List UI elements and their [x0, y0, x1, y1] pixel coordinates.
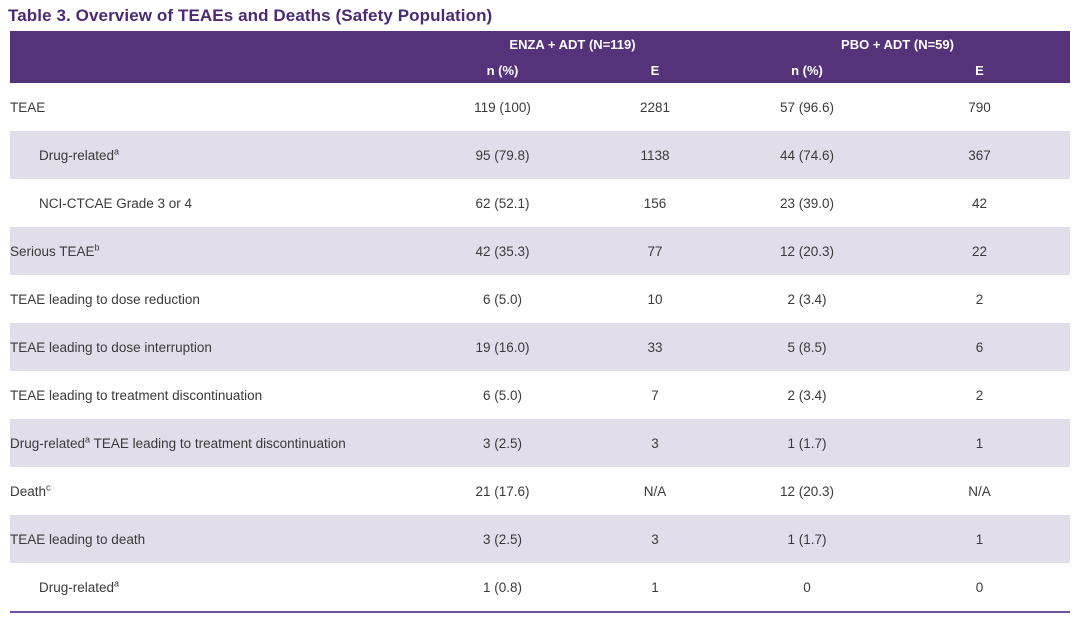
- sub-header-row: n (%) E n (%) E: [10, 58, 1070, 83]
- cell-pbo-e: 22: [889, 227, 1070, 275]
- cell-enza-e: 77: [585, 227, 725, 275]
- row-label-text: TEAE leading to death: [10, 531, 146, 547]
- row-label-text: Death: [10, 483, 47, 499]
- row-label: TEAE leading to death: [10, 515, 420, 563]
- row-label-footnote-marker: c: [46, 482, 51, 492]
- row-label-footnote-marker: a: [85, 434, 91, 444]
- subheader-enza-n-pct: n (%): [420, 58, 585, 83]
- cell-pbo-n-pct: 23 (39.0): [779, 195, 835, 211]
- row-label-text: TEAE: [10, 99, 46, 115]
- table-row: TEAE leading to dose interruption 19 (16…: [10, 323, 1070, 371]
- group-header-enza: ENZA + ADT (N=119): [420, 31, 725, 58]
- row-label: Serious TEAEb: [10, 227, 420, 275]
- cell-pbo-n-pct: 2 (3.4): [787, 291, 827, 307]
- subheader-enza-e: E: [585, 58, 725, 83]
- table-row: Deathc 21 (17.6) N/A 12 (20.3) N/A: [10, 467, 1070, 515]
- cell-enza-n-pct: 42 (35.3): [420, 227, 585, 275]
- cell-pbo-n-pct: 57 (96.6): [779, 99, 835, 115]
- table-row: NCI-CTCAE Grade 3 or 4 62 (52.1) 156 23 …: [10, 179, 1070, 227]
- cell-enza-n-pct: 19 (16.0): [420, 323, 585, 371]
- group-header-row: ENZA + ADT (N=119) PBO + ADT (N=59): [10, 31, 1070, 83]
- cell-enza-e: 10: [647, 291, 663, 307]
- cell-pbo-n-pct: 12 (20.3): [779, 483, 835, 499]
- cell-enza-e: 3: [585, 515, 725, 563]
- row-label: NCI-CTCAE Grade 3 or 4: [10, 179, 420, 227]
- row-label: Drug-relateda: [10, 131, 420, 179]
- cell-pbo-n-pct: 44 (74.6): [725, 131, 889, 179]
- cell-pbo-e: 6: [889, 323, 1070, 371]
- cell-pbo-n-pct: 5 (8.5): [725, 323, 889, 371]
- cell-enza-e: 3: [585, 419, 725, 467]
- row-label-text: Serious TEAE: [10, 243, 95, 259]
- row-label-footnote-marker: a: [114, 146, 120, 156]
- cell-enza-n-pct: 62 (52.1): [475, 195, 530, 211]
- row-label: TEAE leading to dose reduction: [10, 275, 420, 323]
- cell-pbo-n-pct: 12 (20.3): [725, 227, 889, 275]
- cell-enza-e: 7: [651, 387, 659, 403]
- row-label-text: Drug-related: [39, 147, 115, 163]
- cell-pbo-n-pct: 2 (3.4): [787, 387, 827, 403]
- row-label-text: Drug-related: [39, 579, 115, 595]
- subheader-pbo-e: E: [889, 58, 1070, 83]
- row-label-text: TEAE leading to dose reduction: [10, 291, 200, 307]
- table-row: TEAE 119 (100) 2281 57 (96.6) 790: [10, 83, 1070, 131]
- table-title: Table 3. Overview of TEAEs and Deaths (S…: [8, 6, 493, 25]
- cell-enza-n-pct: 6 (5.0): [482, 387, 523, 403]
- table-row: Drug-relateda TEAE leading to treatment …: [10, 419, 1070, 467]
- row-label-text: NCI-CTCAE Grade 3 or 4: [39, 195, 193, 211]
- cell-pbo-e: 2: [975, 291, 984, 307]
- cell-pbo-n-pct: 0: [725, 563, 889, 613]
- row-label: Drug-relateda TEAE leading to treatment …: [10, 419, 420, 467]
- row-label: Drug-relateda: [10, 563, 420, 613]
- cell-pbo-e: 2: [975, 387, 984, 403]
- row-label: Deathc: [10, 467, 420, 515]
- table-row: Serious TEAEb 42 (35.3) 77 12 (20.3) 22: [10, 227, 1070, 275]
- row-label-footnote-marker: b: [94, 242, 100, 252]
- table-header: ENZA + ADT (N=119) PBO + ADT (N=59) n (%…: [10, 31, 1070, 83]
- cell-enza-n-pct: 6 (5.0): [482, 291, 523, 307]
- table-row: Drug-relateda 95 (79.8) 1138 44 (74.6) 3…: [10, 131, 1070, 179]
- cell-pbo-n-pct: 1 (1.7): [725, 419, 889, 467]
- cell-enza-n-pct: 95 (79.8): [420, 131, 585, 179]
- row-label-footnote-marker: a: [114, 578, 120, 588]
- cell-pbo-e: 0: [889, 563, 1070, 613]
- cell-pbo-n-pct: 1 (1.7): [725, 515, 889, 563]
- cell-enza-e: 156: [643, 195, 667, 211]
- subheader-pbo-n-pct: n (%): [725, 58, 889, 83]
- cell-pbo-e: 367: [889, 131, 1070, 179]
- cell-pbo-e: 1: [889, 419, 1070, 467]
- label-column-header: [10, 31, 420, 83]
- cell-enza-n-pct: 21 (17.6): [475, 483, 530, 499]
- cell-pbo-e: 1: [889, 515, 1070, 563]
- cell-enza-e: 1138: [585, 131, 725, 179]
- row-label: TEAE: [10, 83, 420, 131]
- row-label: TEAE leading to treatment discontinuatio…: [10, 371, 420, 419]
- cell-enza-e: 33: [585, 323, 725, 371]
- row-label-text: TEAE leading to treatment discontinuatio…: [10, 387, 263, 403]
- cell-enza-n-pct: 3 (2.5): [420, 419, 585, 467]
- cell-enza-e: N/A: [643, 483, 667, 499]
- table-row: Drug-relateda 1 (0.8) 1 0 0: [10, 563, 1070, 613]
- table-row: TEAE leading to treatment discontinuatio…: [10, 371, 1070, 419]
- row-label: TEAE leading to dose interruption: [10, 323, 420, 371]
- cell-enza-n-pct: 1 (0.8): [420, 563, 585, 613]
- cell-enza-e: 1: [585, 563, 725, 613]
- group-header-pbo: PBO + ADT (N=59): [725, 31, 1070, 58]
- table-row: TEAE leading to dose reduction 6 (5.0) 1…: [10, 275, 1070, 323]
- row-label-text-continued: TEAE leading to treatment discontinuatio…: [90, 435, 346, 451]
- cell-pbo-e: 790: [968, 99, 991, 115]
- table-row: TEAE leading to death 3 (2.5) 3 1 (1.7) …: [10, 515, 1070, 563]
- teae-overview-table: ENZA + ADT (N=119) PBO + ADT (N=59) n (%…: [10, 31, 1070, 613]
- cell-enza-e: 2281: [639, 99, 671, 115]
- row-label-text: TEAE leading to dose interruption: [10, 339, 212, 355]
- table-body: TEAE 119 (100) 2281 57 (96.6) 790 Drug-r…: [10, 83, 1070, 613]
- cell-enza-n-pct: 3 (2.5): [420, 515, 585, 563]
- cell-pbo-e: N/A: [968, 483, 991, 499]
- row-label-text: Drug-related: [10, 435, 86, 451]
- cell-pbo-e: 42: [971, 195, 988, 211]
- cell-enza-n-pct: 119 (100): [474, 99, 531, 115]
